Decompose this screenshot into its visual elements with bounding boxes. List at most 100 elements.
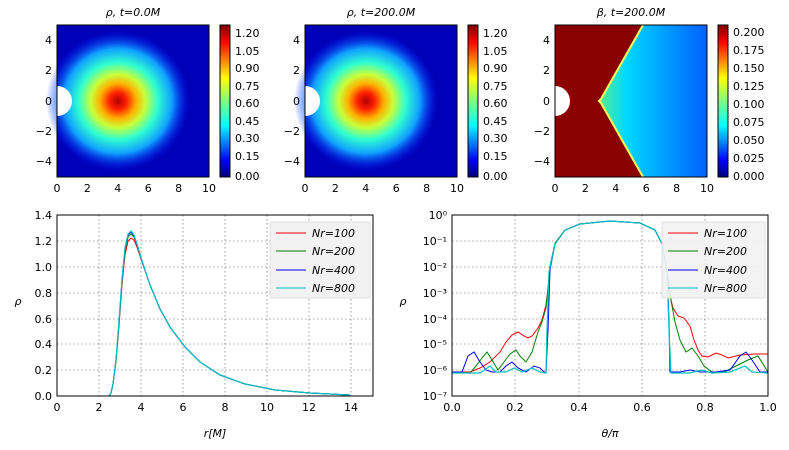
x-tick: 6 (393, 182, 400, 195)
legend-label: Nr=100 (704, 227, 747, 240)
panel-1-y-ticks: 4 2 0 −2 −4 (36, 34, 52, 168)
radial-frame (56, 214, 374, 397)
angular-legend: Nr=100 Nr=200 Nr=400 Nr=800 (661, 221, 766, 299)
line-panel-angular: Nr=100 Nr=200 Nr=400 Nr=800 0.0 0.2 0.4 … (400, 209, 777, 440)
legend-label: Nr=400 (312, 264, 355, 277)
colorbar-tick: 1.20 (235, 27, 260, 40)
panel-1-title: ρ, t=0.0M (106, 6, 161, 19)
panel-3-frame (554, 24, 708, 178)
colorbar-tick: 0.150 (733, 62, 765, 75)
x-tick: 2 (84, 182, 91, 195)
y-tick: 0 (543, 95, 550, 108)
legend-box (661, 221, 766, 299)
y-tick: 2 (543, 64, 550, 77)
y-tick: 10⁻⁷ (423, 390, 447, 403)
y-tick: 2 (45, 64, 52, 77)
series-line-nr800 (452, 220, 769, 374)
y-tick: 10⁻² (423, 261, 447, 274)
beta-boundary (597, 24, 644, 178)
y-tick: 1.2 (35, 235, 53, 248)
panel-2-y-ticks: 4 2 0 −2 −4 (284, 34, 300, 168)
x-tick: 0 (54, 182, 61, 195)
panel-2-title: ρ, t=200.0M (347, 6, 416, 19)
angular-y-ticks: 10⁰ 10⁻¹ 10⁻² 10⁻³ 10⁻⁴ 10⁻⁵ 10⁻⁶ 10⁻⁷ (423, 209, 448, 403)
colorbar-tick: 0.90 (483, 62, 508, 75)
y-tick: −4 (36, 155, 52, 168)
radial-y-ticks: 0.0 0.2 0.4 0.6 0.8 1.0 1.2 1.4 (35, 209, 53, 403)
x-tick: 0.0 (443, 401, 461, 414)
colorbar (717, 24, 729, 178)
panel-1-x-ticks: 0 2 4 6 8 10 (54, 182, 217, 195)
colorbar-tick: 0.15 (235, 150, 260, 163)
legend-label: Nr=400 (704, 264, 747, 277)
y-tick: 4 (543, 34, 550, 47)
legend-label: Nr=800 (704, 282, 747, 295)
radial-curves (108, 230, 351, 397)
radial-y-label: ρ (15, 295, 22, 308)
colorbar-tick: 0.30 (235, 132, 260, 145)
legend-label: Nr=100 (312, 227, 355, 240)
colorbar-tick: 0.175 (733, 44, 765, 57)
colorbar-tick: 0.100 (733, 98, 765, 111)
panel-2-colorbar: 1.20 1.05 0.90 0.75 0.60 0.45 0.30 0.15 … (467, 24, 508, 183)
x-tick: 10 (260, 401, 274, 414)
radial-x-ticks: 0 2 4 6 8 10 12 14 (54, 401, 359, 414)
radial-grid (57, 215, 373, 396)
y-tick: 0 (45, 95, 52, 108)
panel-1-frame (56, 24, 210, 178)
x-tick: 4 (612, 182, 619, 195)
angular-curves (451, 220, 769, 374)
x-tick: 0.6 (633, 401, 651, 414)
y-tick: 1.4 (35, 209, 53, 222)
x-tick: 12 (302, 401, 316, 414)
x-tick: 8 (673, 182, 680, 195)
y-tick: 0.2 (35, 364, 53, 377)
excised-region (305, 86, 320, 116)
colorbar-tick: 1.05 (235, 45, 260, 58)
y-tick: 2 (293, 64, 300, 77)
colorbar-tick: 0.050 (733, 134, 765, 147)
y-tick: 0.4 (35, 338, 53, 351)
x-tick: 0.8 (696, 401, 714, 414)
panel-3-colorbar: 0.200 0.175 0.150 0.125 0.100 0.075 0.05… (717, 24, 765, 183)
line-panel-radial: Nr=100 Nr=200 Nr=400 Nr=800 0 2 4 6 8 10… (15, 209, 374, 440)
y-tick: 0.6 (35, 313, 53, 326)
colorbar-tick: 0.30 (483, 132, 508, 145)
x-tick: 4 (114, 182, 121, 195)
panel-3-y-ticks: 4 2 0 −2 −4 (534, 34, 550, 168)
colorbar-tick: 0.75 (483, 80, 508, 93)
angular-x-ticks: 0.0 0.2 0.4 0.6 0.8 1.0 (443, 401, 777, 414)
beta-flow-region (599, 25, 707, 177)
legend-label: Nr=800 (312, 282, 355, 295)
x-tick: 4 (138, 401, 145, 414)
panel-3-title: β, t=200.0M (596, 6, 666, 19)
x-tick: 8 (423, 182, 430, 195)
x-tick: 4 (362, 182, 369, 195)
density-blob (294, 31, 438, 171)
colorbar-tick: 0.200 (733, 26, 765, 39)
colorbar-tick: 0.075 (733, 116, 765, 129)
x-tick: 0.2 (506, 401, 524, 414)
radial-x-label: r[M] (204, 427, 227, 440)
x-tick: 1.0 (759, 401, 777, 414)
colorbar-tick: 0.125 (733, 80, 765, 93)
x-tick: 10 (700, 182, 714, 195)
colorbar-tick: 0.60 (483, 97, 508, 110)
colorbar (219, 24, 231, 178)
colorbar-tick: 1.05 (483, 45, 508, 58)
y-tick: 0.0 (35, 390, 53, 403)
series-line-nr800 (108, 230, 351, 397)
y-tick: 10⁻¹ (423, 235, 447, 248)
colorbar-tick: 1.20 (483, 27, 508, 40)
x-tick: 0 (302, 182, 309, 195)
colorbar-tick: 0.00 (235, 170, 260, 183)
x-tick: 8 (175, 182, 182, 195)
y-tick: 10⁻⁶ (423, 364, 448, 377)
x-tick: 6 (180, 401, 187, 414)
x-tick: 2 (332, 182, 339, 195)
x-tick: 2 (582, 182, 589, 195)
x-tick: 0 (552, 182, 559, 195)
panel-2-frame (304, 24, 458, 178)
y-tick: 10⁻³ (423, 287, 447, 300)
